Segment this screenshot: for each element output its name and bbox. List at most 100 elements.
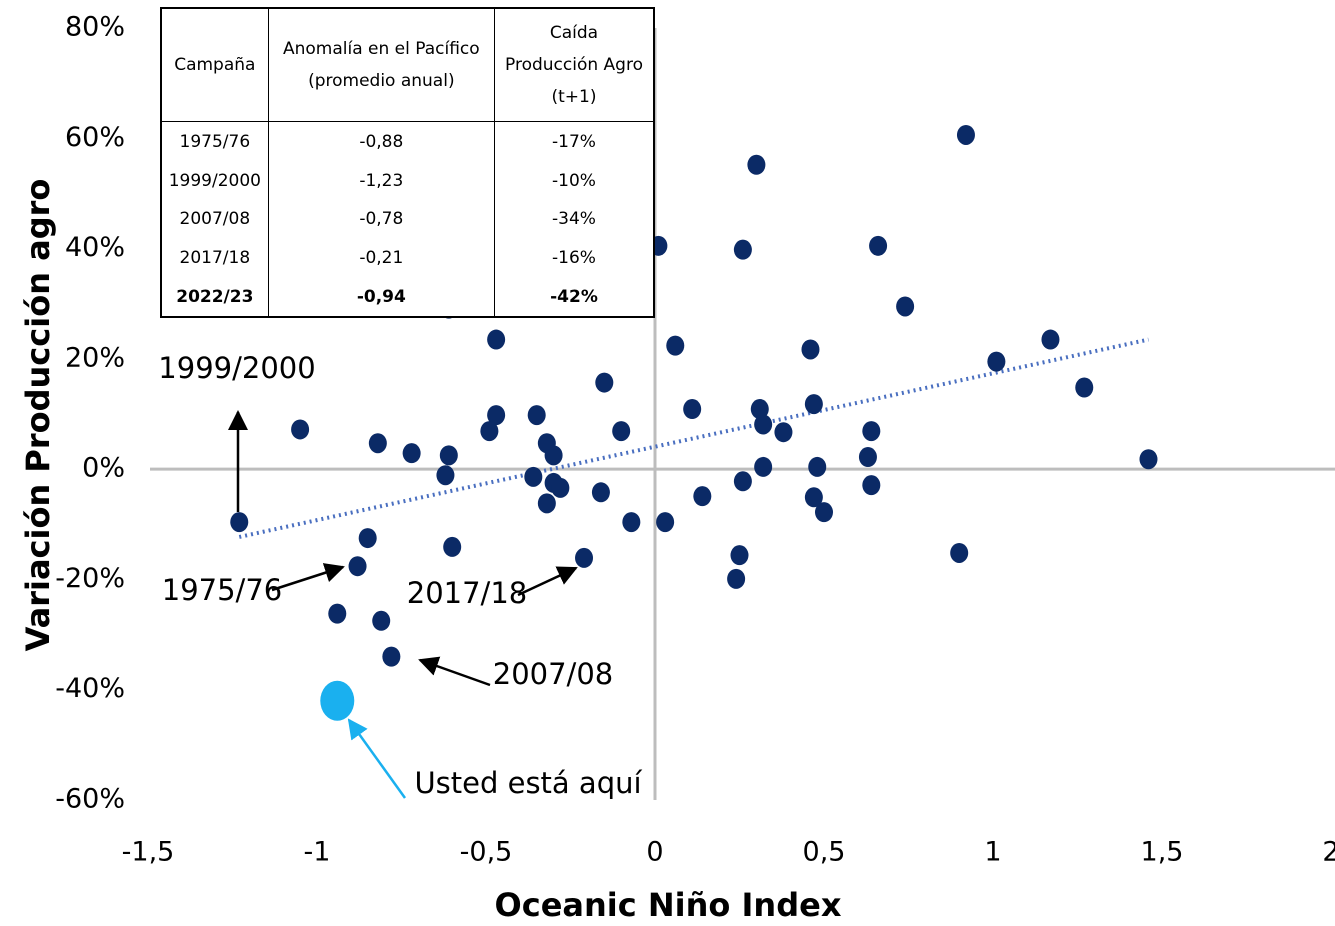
table-cell: -42% (493, 277, 653, 316)
header-cell: Campaña (162, 9, 269, 122)
header-line: Producción Agro (505, 54, 643, 75)
table-cell: -34% (493, 199, 653, 239)
y-axis-label: Variación Producción agro (19, 179, 57, 652)
table-cell: -1,23 (267, 161, 495, 200)
point (754, 414, 773, 435)
table-cell: -0,88 (267, 121, 495, 162)
annotation: Usted está aquí (414, 766, 642, 800)
point (230, 512, 249, 533)
table-cell: -0,94 (267, 277, 495, 316)
point (862, 475, 881, 496)
point (622, 512, 641, 533)
point (575, 547, 594, 568)
header-line: Campaña (174, 54, 256, 75)
y-tick-label: -20% (55, 563, 125, 594)
y-tick-label: -40% (55, 673, 125, 704)
point (612, 421, 631, 442)
header-line: Anomalía en el Pacífico (282, 38, 480, 59)
point (858, 447, 877, 468)
table-cell: 2017/18 (179, 247, 251, 268)
point (801, 339, 820, 360)
point (480, 421, 499, 442)
point (551, 477, 570, 498)
point (804, 394, 823, 415)
point (358, 528, 377, 549)
table-cell: -17% (493, 121, 653, 162)
table-row: 1975/76 -0,88 -17% (162, 121, 653, 162)
table-cell: -10% (493, 161, 653, 200)
x-tick-label: 0,5 (803, 837, 846, 868)
x-tick-label: -1,5 (122, 837, 175, 868)
point (815, 502, 833, 523)
table-cell: -0,21 (267, 238, 495, 278)
point (537, 493, 556, 514)
x-axis-label: Oceanic Niño Index (495, 886, 842, 924)
point (869, 235, 888, 256)
annotation-arrow (271, 563, 345, 592)
point (808, 456, 827, 477)
table-row: 2022/23 -0,94 -42% (162, 277, 653, 316)
point (730, 545, 749, 566)
point (733, 471, 752, 492)
annotation-arrow (347, 718, 407, 799)
point (656, 512, 675, 533)
point (524, 466, 543, 487)
header-line: (t+1) (551, 87, 597, 108)
table-cell: -0,78 (267, 199, 495, 239)
point (1139, 449, 1158, 470)
x-tick-label: -1 (304, 837, 331, 868)
point (439, 445, 458, 466)
point (443, 536, 462, 557)
y-tick-label: -60% (55, 784, 125, 815)
point (727, 568, 746, 589)
point (666, 335, 685, 356)
x-tick-label: 1 (984, 837, 1001, 868)
table-row: 2007/08 -0,78 -34% (162, 199, 653, 239)
header-line: (promedio anual) (308, 71, 455, 91)
point (754, 456, 773, 477)
point (591, 482, 610, 503)
point (544, 445, 563, 466)
trendline (238, 337, 1149, 539)
point (291, 419, 310, 440)
point (328, 603, 347, 624)
x-tick-label: 0 (646, 837, 663, 868)
point (487, 405, 506, 426)
table-row: 1999/2000 -1,23 -10% (162, 161, 653, 200)
table-cell: -16% (493, 238, 653, 278)
header-line: Caída (549, 22, 599, 43)
table-row: 2017/18 -0,21 -16% (162, 238, 653, 278)
point (733, 239, 752, 260)
point (774, 422, 793, 443)
x-tick-label: -0,5 (460, 837, 513, 868)
point (348, 556, 367, 577)
point (750, 399, 769, 420)
point (862, 421, 881, 442)
y-tick-label: 0% (82, 453, 125, 484)
point (1075, 377, 1094, 398)
point (487, 329, 506, 350)
table-header: Campaña Anomalía en el Pacífico (promedio … (162, 9, 653, 122)
y-tick-label: 40% (65, 232, 125, 263)
x-tick-label: 1,5 (1141, 837, 1184, 868)
point (402, 443, 421, 464)
y-tick-label: 20% (65, 342, 125, 373)
header-cell: Caída Producción Agro (t+1) (493, 9, 653, 122)
point (683, 399, 702, 420)
point (382, 646, 401, 667)
annotation-arrow (517, 566, 578, 597)
point (804, 487, 823, 508)
y-tick-label: 80% (65, 12, 125, 43)
point (747, 154, 766, 175)
summary-table: Campaña Anomalía en el Pacífico (promedio … (160, 7, 655, 318)
point (987, 351, 1006, 372)
table-cell: 2007/08 (179, 209, 251, 230)
point (1041, 329, 1060, 350)
annotation-arrow (418, 656, 491, 687)
x-tick-label: 2 (1322, 837, 1335, 868)
point (950, 542, 969, 563)
header-cell: Anomalía en el Pacífico (promedio anual) (267, 9, 495, 122)
table-cell: 2022/23 (176, 286, 254, 307)
table-cell: 1999/2000 (168, 170, 261, 191)
